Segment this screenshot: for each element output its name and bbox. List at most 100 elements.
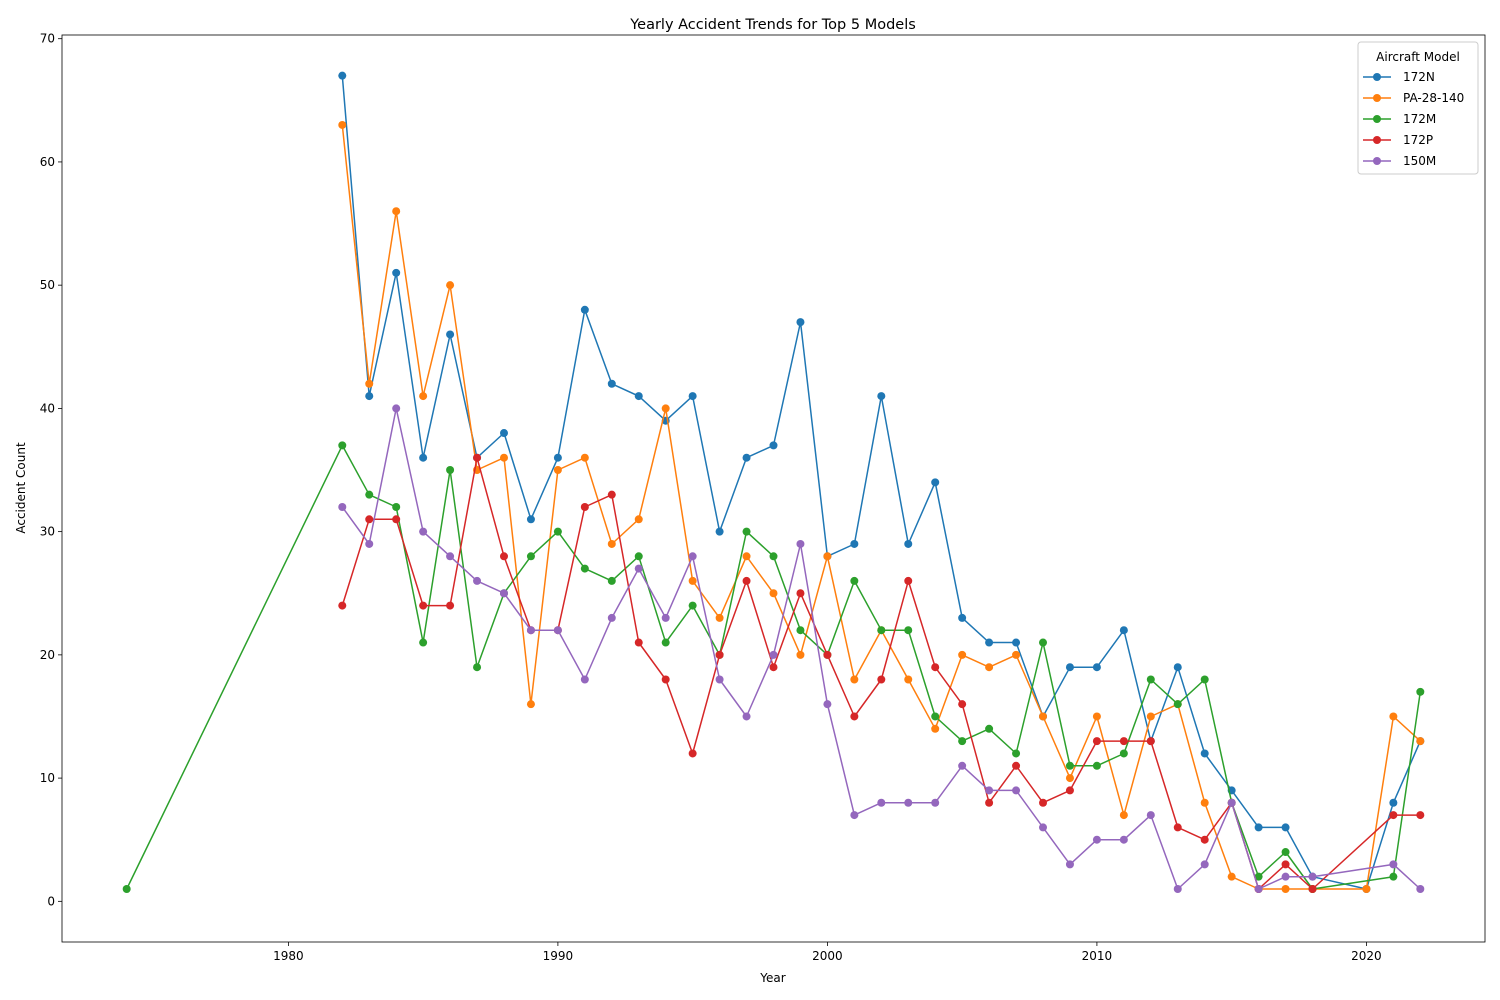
data-point [661, 404, 670, 413]
data-point [338, 502, 347, 511]
data-point [1119, 749, 1128, 758]
data-point [634, 392, 643, 401]
data-point [419, 392, 428, 401]
data-point [338, 601, 347, 610]
data-point [688, 576, 697, 585]
data-point [1065, 761, 1074, 770]
data-point [661, 613, 670, 622]
x-axis-title: Year [759, 971, 785, 985]
data-point [904, 539, 913, 548]
data-point [499, 453, 508, 462]
data-point [985, 663, 994, 672]
data-point [1039, 823, 1048, 832]
legend-marker [1373, 94, 1381, 102]
data-point [338, 120, 347, 129]
data-point [419, 527, 428, 536]
legend-label: 172P [1403, 133, 1433, 147]
data-point [446, 330, 455, 339]
y-tick-label: 10 [40, 771, 55, 785]
data-point [958, 650, 967, 659]
legend-title: Aircraft Model [1376, 50, 1460, 64]
data-point [607, 490, 616, 499]
data-point [688, 749, 697, 758]
data-point [931, 724, 940, 733]
y-tick-label: 70 [40, 32, 55, 46]
data-point [1200, 675, 1209, 684]
data-point [1254, 885, 1263, 894]
data-point [365, 539, 374, 548]
legend-label: 172M [1403, 112, 1436, 126]
data-point [338, 441, 347, 450]
data-point [769, 589, 778, 598]
data-point [796, 539, 805, 548]
data-point [958, 737, 967, 746]
data-point [446, 466, 455, 475]
data-point [1092, 712, 1101, 721]
data-point [742, 552, 751, 561]
data-point [985, 798, 994, 807]
data-point [1416, 737, 1425, 746]
data-point [661, 675, 670, 684]
data-point [742, 453, 751, 462]
data-point [931, 712, 940, 721]
data-point [1092, 761, 1101, 770]
data-point [1039, 638, 1048, 647]
data-point [446, 601, 455, 610]
data-point [688, 601, 697, 610]
data-point [1065, 663, 1074, 672]
series-line [341, 75, 1421, 890]
data-point [904, 626, 913, 635]
data-point [580, 305, 589, 314]
data-point [688, 552, 697, 561]
data-point [1308, 885, 1317, 894]
data-point [769, 441, 778, 450]
legend-items: 172N PA-28-140 172M 172P 150M [1363, 70, 1464, 168]
series-line [126, 444, 1422, 890]
data-point [365, 490, 374, 499]
data-point [499, 429, 508, 438]
legend-label: 172N [1403, 70, 1435, 84]
data-point [446, 281, 455, 290]
data-point [1281, 848, 1290, 857]
data-point [526, 700, 535, 709]
y-tick-label: 40 [40, 401, 55, 415]
data-point [823, 650, 832, 659]
legend-marker [1373, 136, 1381, 144]
data-point [392, 515, 401, 524]
x-tick-label: 1990 [543, 949, 574, 963]
plot-frame [61, 34, 1486, 943]
data-point [1119, 811, 1128, 820]
series-172p [338, 453, 1425, 894]
data-point [715, 650, 724, 659]
data-point [1389, 872, 1398, 881]
data-point [1119, 626, 1128, 635]
y-axis: 0 10 20 30 40 50 60 70 [40, 32, 62, 908]
data-point [1254, 872, 1263, 881]
data-point [1065, 860, 1074, 869]
data-point [553, 626, 562, 635]
legend-box [1357, 41, 1479, 175]
data-point [392, 404, 401, 413]
data-point [526, 515, 535, 524]
data-point [1281, 860, 1290, 869]
y-axis-title: Accident Count [14, 442, 28, 534]
y-tick-label: 20 [40, 648, 55, 662]
data-point [850, 539, 859, 548]
data-point [1146, 675, 1155, 684]
data-point [742, 527, 751, 536]
legend: Aircraft Model 172N PA-28-140 172M 172P 150M [1357, 41, 1479, 175]
data-point [1012, 761, 1021, 770]
y-tick-label: 50 [40, 278, 55, 292]
data-point [904, 798, 913, 807]
chart-title: Yearly Accident Trends for Top 5 Models [629, 17, 916, 33]
legend-marker [1373, 157, 1381, 165]
data-point [931, 798, 940, 807]
data-point [823, 700, 832, 709]
data-point [1039, 712, 1048, 721]
data-point [634, 564, 643, 573]
data-point [904, 675, 913, 684]
data-point [526, 552, 535, 561]
x-tick-label: 2020 [1351, 949, 1382, 963]
x-tick-label: 1980 [273, 949, 304, 963]
